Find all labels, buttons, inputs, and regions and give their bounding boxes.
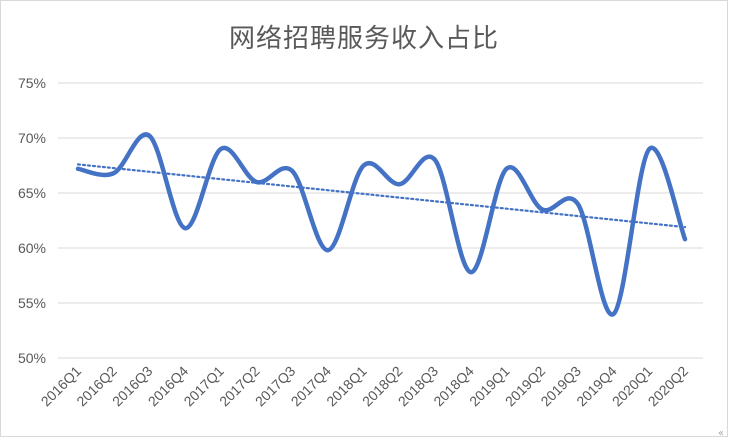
x-axis-ticks: 2016Q12016Q22016Q32016Q42017Q12017Q22017… <box>38 363 692 410</box>
y-tick-label: 75% <box>18 75 46 91</box>
y-tick-label: 65% <box>18 185 46 201</box>
y-axis-ticks: 50% 55% 60% 65% 70% 75% <box>18 75 46 366</box>
y-tick-label: 70% <box>18 130 46 146</box>
series-line <box>75 132 688 317</box>
y-tick-label: 60% <box>18 240 46 256</box>
gridlines <box>58 82 703 359</box>
y-tick-label: 50% <box>18 350 46 366</box>
y-tick-label: 55% <box>18 295 46 311</box>
resize-handle-icon[interactable]: « <box>717 428 724 439</box>
chart-title: 网络招聘服务收入占比 <box>228 24 499 54</box>
trendline <box>76 163 687 229</box>
x-tick-label: 2020Q2 <box>645 363 692 410</box>
